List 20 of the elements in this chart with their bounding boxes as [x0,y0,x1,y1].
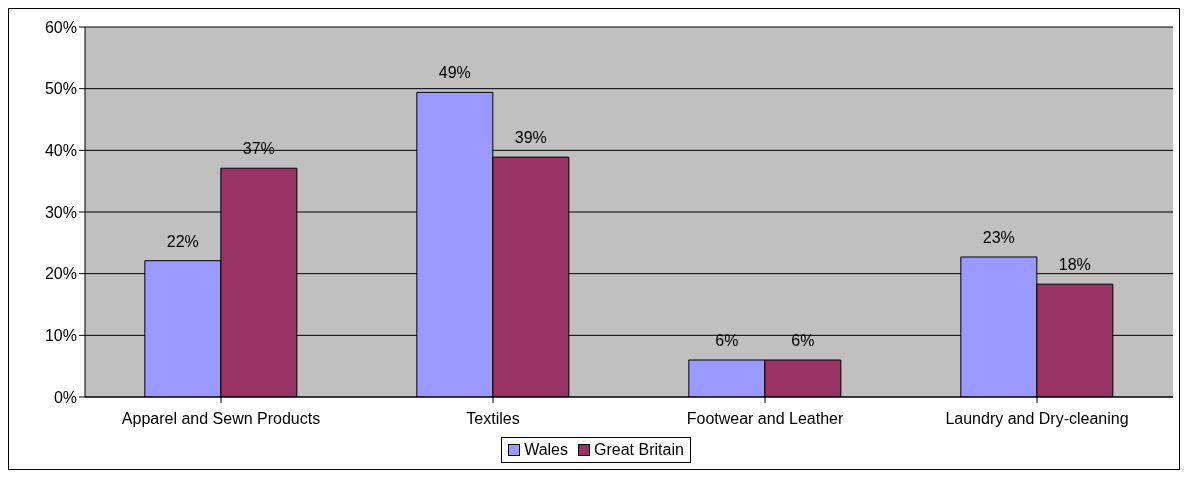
y-tick-label: 50% [44,80,77,98]
legend-label: Wales [524,441,569,459]
y-tick-label: 60% [44,18,77,36]
data-label: 39% [514,129,547,147]
y-tick-label: 40% [44,142,77,160]
legend-label: Great Britain [594,441,684,459]
data-label: 23% [982,229,1015,247]
y-tick-label: 0% [53,388,77,406]
y-tick-label: 20% [44,265,77,283]
data-label: 6% [715,332,739,349]
x-tick-label: Apparel and Sewn Products [121,410,321,428]
data-label: 22% [166,232,199,250]
data-label: 49% [438,64,471,82]
y-tick-label: 30% [44,203,77,221]
data-label: 18% [1058,256,1091,274]
y-tick-label: 10% [44,327,77,345]
x-tick-label: Laundry and Dry-cleaning [945,410,1129,428]
data-label: 6% [791,332,815,349]
x-tick-label: Textiles [466,410,520,428]
x-tick-label: Footwear and Leather [686,410,844,428]
